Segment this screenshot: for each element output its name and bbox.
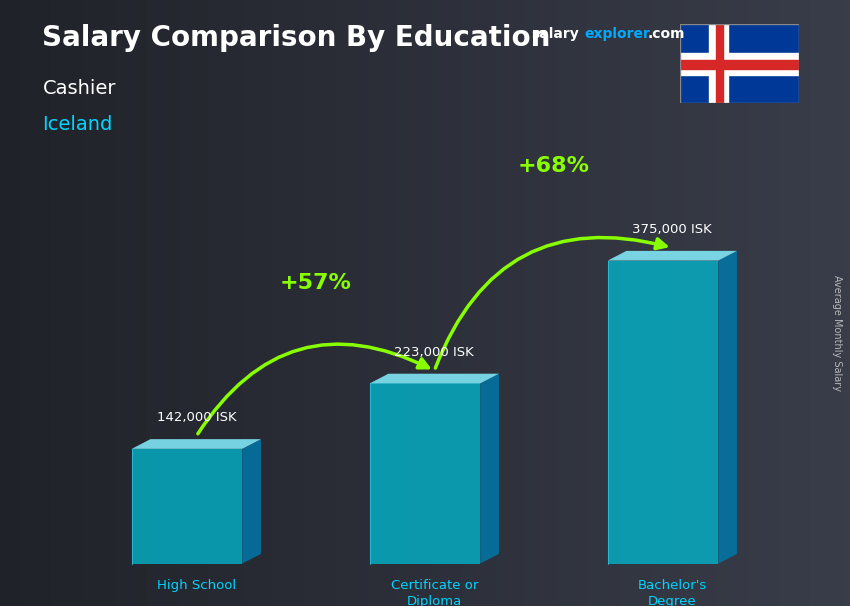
Bar (716, 24, 722, 103)
Text: Cashier: Cashier (42, 79, 116, 98)
Text: 223,000 ISK: 223,000 ISK (394, 345, 474, 359)
Bar (680, 53, 799, 75)
Text: explorer: explorer (584, 27, 649, 41)
Polygon shape (480, 374, 499, 564)
Text: salary: salary (531, 27, 579, 41)
Text: Bachelor's
Degree: Bachelor's Degree (638, 579, 707, 606)
FancyArrowPatch shape (198, 344, 428, 434)
Text: High School: High School (156, 579, 236, 591)
Text: Certificate or
Diploma: Certificate or Diploma (391, 579, 478, 606)
Text: +68%: +68% (518, 156, 589, 176)
Text: .com: .com (648, 27, 685, 41)
Text: Average Monthly Salary: Average Monthly Salary (832, 275, 842, 391)
Text: +57%: +57% (280, 273, 351, 293)
Polygon shape (132, 439, 261, 449)
Text: Salary Comparison By Education: Salary Comparison By Education (42, 24, 551, 52)
Polygon shape (370, 374, 499, 384)
Polygon shape (718, 251, 737, 564)
Text: Iceland: Iceland (42, 115, 113, 134)
Polygon shape (242, 439, 261, 564)
Text: 142,000 ISK: 142,000 ISK (156, 411, 236, 424)
Text: 375,000 ISK: 375,000 ISK (632, 223, 712, 236)
Polygon shape (608, 261, 718, 564)
Bar (680, 60, 799, 69)
Polygon shape (608, 251, 737, 261)
FancyArrowPatch shape (435, 238, 666, 368)
Bar (709, 24, 728, 103)
Polygon shape (370, 384, 480, 564)
Polygon shape (132, 449, 242, 564)
